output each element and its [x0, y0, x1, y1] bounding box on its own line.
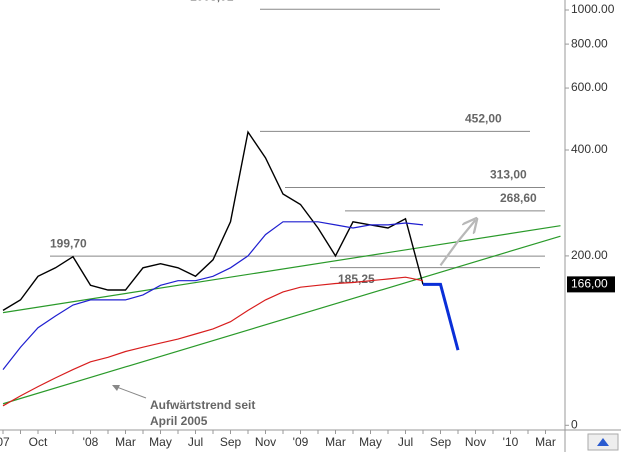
y-tick-label: 1000.00 — [571, 2, 615, 16]
x-tick-label: '08 — [83, 435, 99, 449]
level-label: 268,60 — [500, 191, 537, 205]
trendline — [2, 225, 561, 314]
level-label: 1005,01 — [190, 0, 234, 3]
x-tick-label: Nov — [465, 435, 486, 449]
x-tick-label: May — [149, 435, 172, 449]
x-tick-label: Mar — [325, 435, 346, 449]
level-label: 199,70 — [50, 236, 87, 250]
toolbar-icon — [597, 438, 609, 446]
trendline — [2, 235, 561, 405]
x-tick-label: Sep — [430, 435, 452, 449]
y-tick-label: 800.00 — [571, 36, 608, 50]
x-tick-label: May — [359, 435, 382, 449]
series-line — [439, 220, 476, 267]
annotation: April 2005 — [150, 414, 208, 428]
series-line — [2, 221, 424, 370]
x-tick-label: Oct — [29, 435, 48, 449]
series-line — [423, 282, 460, 351]
annotation-arrow — [113, 385, 147, 399]
series-line — [2, 130, 424, 312]
x-tick-label: 07 — [0, 435, 10, 449]
level-label: 185,25 — [338, 272, 375, 286]
y-tick-label: 0 — [571, 417, 578, 431]
x-tick-label: Mar — [115, 435, 136, 449]
x-tick-label: '09 — [293, 435, 309, 449]
x-tick-label: '10 — [503, 435, 519, 449]
last-price-label: 166,00 — [571, 277, 608, 291]
y-tick-label: 600.00 — [571, 80, 608, 94]
x-tick-label: Mar — [535, 435, 556, 449]
last-price-box — [567, 276, 615, 293]
x-tick-label: Jul — [188, 435, 203, 449]
x-tick-label: Sep — [220, 435, 242, 449]
annotation: Aufwärtstrend seit — [150, 398, 255, 412]
x-tick-label: Nov — [255, 435, 276, 449]
level-label: 452,00 — [465, 111, 502, 125]
y-tick-label: 200.00 — [571, 248, 608, 262]
x-tick-label: Jul — [398, 435, 413, 449]
y-tick-label: 400.00 — [571, 142, 608, 156]
series-line — [2, 276, 424, 407]
annotation-arrowhead — [112, 385, 120, 391]
plot-area — [0, 0, 565, 430]
level-label: 313,00 — [490, 168, 527, 182]
